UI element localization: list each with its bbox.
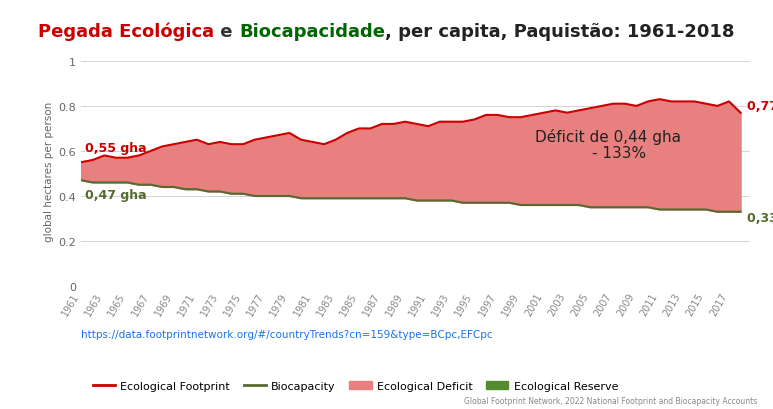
Text: Déficit de 0,44 gha: Déficit de 0,44 gha	[534, 129, 680, 145]
Text: 0,33 gha: 0,33 gha	[747, 211, 773, 224]
Text: Pegada Ecológica: Pegada Ecológica	[39, 22, 214, 41]
Text: Global Footprint Network, 2022 National Footprint and Biocapacity Accounts: Global Footprint Network, 2022 National …	[465, 396, 758, 405]
Text: , per capita, Paquistão: 1961-2018: , per capita, Paquistão: 1961-2018	[385, 22, 734, 40]
Text: 0,55 gha: 0,55 gha	[84, 142, 146, 155]
Y-axis label: global hectares per person: global hectares per person	[44, 102, 54, 242]
Text: 0,47 gha: 0,47 gha	[84, 189, 146, 202]
Text: e: e	[214, 22, 239, 40]
Text: - 133%: - 133%	[592, 145, 646, 160]
Text: https://data.footprintnetwork.org/#/countryTrends?cn=159&type=BCpc,EFCpc: https://data.footprintnetwork.org/#/coun…	[81, 329, 493, 339]
Text: Biocapacidade: Biocapacidade	[239, 22, 385, 40]
Legend: Ecological Footprint, Biocapacity, Ecological Deficit, Ecological Reserve: Ecological Footprint, Biocapacity, Ecolo…	[88, 376, 623, 395]
Text: 0,77 gha: 0,77 gha	[747, 100, 773, 113]
